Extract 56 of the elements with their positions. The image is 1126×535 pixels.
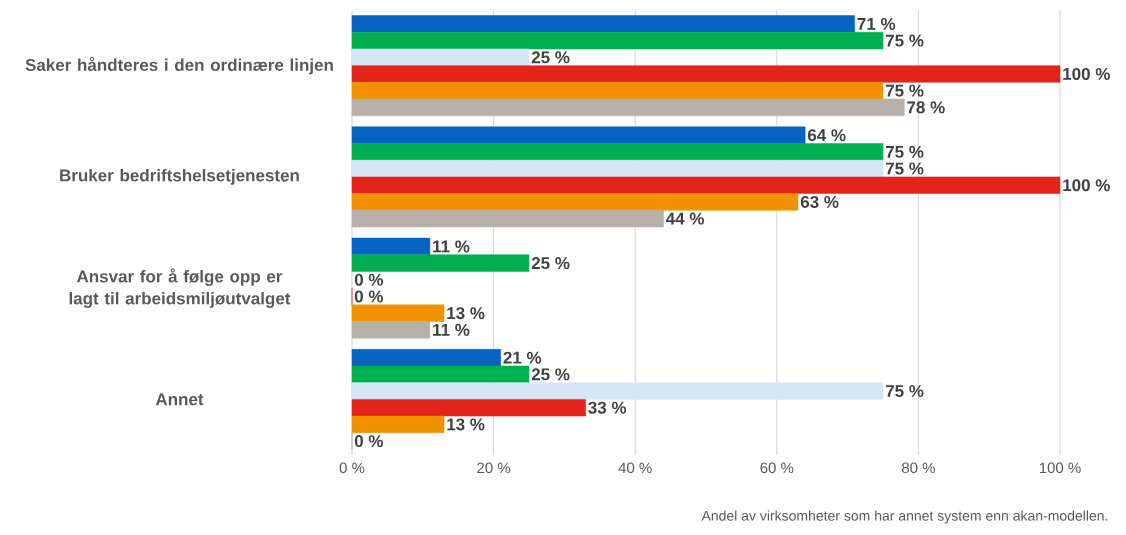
data-label: 25 % bbox=[531, 368, 570, 381]
x-tick-label: 0 % bbox=[339, 462, 365, 474]
bar bbox=[351, 143, 884, 161]
bar bbox=[351, 365, 530, 383]
data-label: 11 % bbox=[433, 240, 470, 253]
x-tick-label: 100 % bbox=[1039, 462, 1081, 474]
text: Andel av virksomheter som har annet system enn akan-modellen. bbox=[701, 510, 1108, 524]
bar bbox=[351, 210, 664, 228]
data-label: 71 % bbox=[857, 17, 896, 30]
data-label: 75 % bbox=[885, 34, 924, 47]
data-label: 75 % bbox=[885, 145, 924, 158]
y-tick-label: Saker håndteres i den ordinære linjen bbox=[25, 56, 333, 75]
bar bbox=[351, 399, 586, 417]
data-label: 75 % bbox=[885, 84, 924, 97]
y-tick-label: Ansvar for å følge opp er lagt til arbeidsmiljøutvalget bbox=[69, 268, 291, 308]
y-tick-label: Annet bbox=[155, 393, 204, 406]
data-label: 64 % bbox=[807, 129, 846, 142]
data-label: 13 % bbox=[447, 307, 485, 320]
bar bbox=[351, 98, 905, 116]
data-label: 100 % bbox=[1063, 67, 1110, 80]
data-label: 63 % bbox=[800, 195, 839, 208]
bar bbox=[351, 32, 884, 50]
bar bbox=[351, 65, 1061, 83]
bar bbox=[351, 321, 431, 339]
bar bbox=[351, 15, 855, 33]
bar bbox=[351, 254, 530, 272]
data-label: 0 % bbox=[354, 273, 384, 286]
data-label: 75 % bbox=[885, 385, 924, 398]
data-label: 25 % bbox=[531, 257, 570, 270]
data-label: 75 % bbox=[885, 162, 924, 175]
y-tick-label: Bruker bedriftshelsetjenesten bbox=[60, 168, 299, 185]
bar bbox=[351, 48, 530, 66]
data-label: 33 % bbox=[588, 401, 627, 414]
data-label: 0 % bbox=[354, 435, 384, 448]
data-label: 21 % bbox=[503, 351, 542, 364]
bar bbox=[351, 193, 799, 211]
x-tick-label: 40 % bbox=[618, 462, 652, 474]
bar bbox=[351, 349, 501, 367]
bar bbox=[351, 176, 1061, 194]
bar bbox=[351, 126, 806, 144]
x-tick-label: 80 % bbox=[901, 462, 935, 474]
data-label: 11 % bbox=[433, 323, 470, 336]
data-label: 44 % bbox=[665, 212, 704, 225]
bar bbox=[351, 304, 445, 322]
x-tick-label: 60 % bbox=[760, 462, 794, 474]
data-label: 13 % bbox=[447, 418, 485, 431]
bar bbox=[351, 415, 445, 433]
bar bbox=[351, 382, 884, 400]
data-label: 78 % bbox=[907, 101, 945, 114]
x-tick-label: 20 % bbox=[477, 462, 511, 474]
data-label: 100 % bbox=[1063, 179, 1110, 192]
data-label: 25 % bbox=[531, 51, 570, 64]
data-label: 0 % bbox=[354, 290, 384, 303]
bar bbox=[351, 237, 431, 255]
bar bbox=[351, 82, 884, 100]
bar bbox=[351, 159, 884, 178]
